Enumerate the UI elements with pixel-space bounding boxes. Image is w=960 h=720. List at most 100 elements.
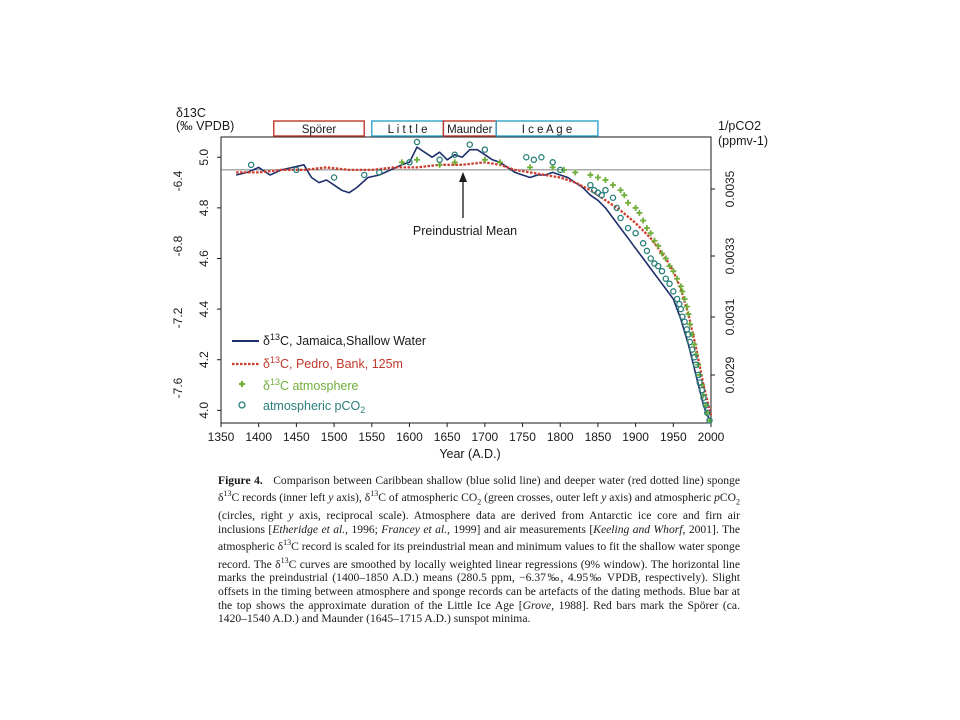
inner-left-tick-label: 4.0	[197, 402, 211, 419]
pco2-circle-point	[692, 361, 700, 369]
pco2-circle-point	[683, 326, 691, 333]
caption-segment: , 1996;	[345, 522, 382, 536]
pco2-circle-point	[556, 166, 564, 174]
x-tick-label: 1900	[622, 430, 649, 444]
pco2-circle-point	[360, 171, 368, 179]
caption-segment: y	[328, 491, 334, 505]
outer-left-tick-label: -7.2	[171, 307, 185, 328]
atmosphere-cross-point	[643, 225, 650, 232]
left-axis-title-line1: δ13C	[176, 106, 206, 120]
caption-label: Figure 4.	[218, 474, 263, 487]
caption-segment: 13	[283, 538, 292, 548]
pco2-circle-point	[406, 159, 413, 166]
pco2-circle-point	[696, 379, 703, 386]
pco2-circle-point	[685, 331, 692, 338]
caption-segment: (green crosses, outer left	[481, 491, 602, 505]
legend-label-pco2: atmospheric pCO2	[263, 399, 365, 415]
pco2-circle-point	[466, 141, 474, 148]
caption-segment: , 2001]. The atmospheric δ	[218, 522, 741, 554]
pco2-circle-point	[658, 267, 666, 275]
pco2-circle-point	[413, 138, 421, 146]
legend-swatch-atmosphere	[239, 381, 245, 387]
pco2-circle-point	[451, 151, 458, 158]
pco2-circle-point	[639, 240, 647, 247]
atmosphere-cross-point	[655, 242, 662, 249]
preindustrial-mean-label: Preindustrial Mean	[413, 224, 517, 238]
x-tick-label: 1650	[434, 430, 461, 444]
pco2-circle-point	[681, 318, 688, 326]
atmosphere-cross-point	[666, 263, 673, 270]
top-bar-label: L i t t l e	[388, 124, 428, 136]
legend-label-pedro: δ13C, Pedro, Bank, 125m	[263, 355, 403, 371]
atmosphere-cross-point	[602, 177, 609, 184]
caption-segment: y	[601, 491, 607, 505]
atmosphere-cross-point	[689, 331, 696, 338]
series-pedro-line	[236, 161, 713, 416]
x-tick-label: 1600	[396, 430, 423, 444]
outer-left-tick-label: -6.8	[171, 235, 185, 256]
pco2-circle-point	[700, 394, 707, 401]
pco2-circle-point	[702, 402, 709, 409]
pco2-circle-point	[703, 409, 711, 417]
pco2-circle-point	[617, 214, 624, 222]
x-axis-title: Year (A.D.)	[439, 447, 500, 461]
inner-left-tick-label: 4.8	[197, 199, 211, 216]
atmosphere-cross-point	[636, 209, 643, 216]
caption-segment: C curves are smoothed by locally weighte…	[218, 557, 740, 612]
left-axis-title-line2: (‰ VPDB)	[176, 119, 234, 133]
pco2-circle-point	[613, 204, 621, 212]
pco2-circle-point	[654, 262, 662, 270]
caption-segment: axis, reciprocal scale). Atmosphere data…	[218, 509, 740, 536]
series-jamaica-line	[235, 146, 712, 421]
caption-segment: Grove	[522, 598, 552, 612]
caption-segment: Francey et al.	[381, 522, 448, 536]
x-tick-label: 1550	[358, 430, 385, 444]
pco2-circle-point	[293, 166, 300, 174]
inner-left-tick-label: 4.6	[197, 250, 211, 267]
top-bar-label: I c e A g e	[522, 124, 573, 136]
outer-left-tick-label: -7.6	[171, 377, 185, 398]
caption-segment: 13	[370, 489, 379, 499]
caption-segment: 2	[736, 497, 740, 507]
atmosphere-cross-point	[496, 159, 503, 166]
atmosphere-cross-point	[621, 192, 628, 199]
caption-segment: axis) and atmospheric	[606, 491, 715, 505]
pco2-circle-point	[609, 194, 617, 201]
legend: δ13C, Jamaica,Shallow Water δ13C, Pedro,…	[232, 332, 426, 415]
x-tick-label: 1400	[245, 430, 272, 444]
caption-segment: 2	[477, 497, 482, 507]
pco2-circle-point	[330, 174, 338, 181]
caption-segment: 13	[223, 489, 232, 499]
atmosphere-cross-point	[686, 321, 693, 328]
atmosphere-cross-point	[625, 199, 632, 206]
atmosphere-cross-point	[691, 341, 698, 348]
pco2-circle-point	[538, 153, 545, 161]
atmosphere-cross-point	[572, 169, 579, 176]
atmosphere-cross-point	[647, 230, 654, 237]
legend-label-atmosphere: δ13C atmosphere	[263, 377, 359, 393]
pco2-circle-point	[436, 156, 443, 164]
pco2-circle-point	[676, 300, 683, 308]
top-bar-label: Maunder	[447, 124, 493, 136]
atmosphere-cross-point	[674, 275, 681, 282]
legend-swatch-pco2	[238, 401, 246, 409]
atmosphere-cross-point	[685, 311, 692, 318]
atmosphere-cross-point	[481, 156, 488, 163]
caption-segment: axis), δ	[333, 491, 371, 505]
top-bar-label: Spörer	[302, 124, 337, 136]
figure-caption: Figure 4. Comparison between Caribbean s…	[218, 474, 740, 626]
annotation-arrow-head	[459, 172, 467, 182]
caption-segment: Etheridge et al.	[272, 522, 346, 536]
caption-segment: CO	[719, 491, 736, 505]
pco2-circle-point	[662, 275, 670, 282]
right-tick-label: 0.0033	[723, 237, 737, 274]
pco2-circle-point	[691, 353, 698, 361]
atmosphere-cross-point	[662, 255, 669, 262]
x-tick-label: 1800	[547, 430, 574, 444]
pco2-circle-point	[679, 313, 686, 320]
right-tick-label: 0.0031	[723, 298, 737, 335]
right-tick-label: 0.0029	[723, 356, 737, 393]
caption-segment: Comparison between Caribbean shallow (bl…	[218, 474, 740, 505]
x-tick-label: 2000	[698, 430, 725, 444]
pco2-circle-point	[670, 288, 677, 295]
